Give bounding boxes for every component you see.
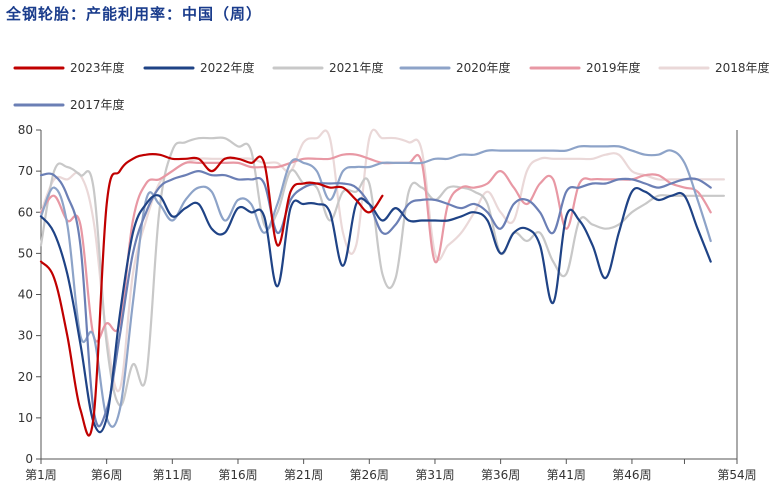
x-tick-label: 第1周 (25, 468, 57, 482)
legend-label-2017: 2017年度 (70, 97, 125, 112)
series-lines (39, 128, 725, 437)
y-tick-label: 0 (25, 452, 33, 466)
x-tick-label: 第6周 (91, 468, 123, 482)
legend-label-2020: 2020年度 (456, 60, 511, 75)
y-tick-label: 70 (18, 164, 33, 178)
x-tick-label: 第41周 (547, 468, 586, 482)
y-tick-label: 80 (18, 123, 33, 137)
y-tick-label: 50 (18, 246, 33, 260)
y-tick-label: 30 (18, 329, 33, 343)
x-tick-label: 第11周 (153, 468, 192, 482)
x-tick-label: 第31周 (415, 468, 454, 482)
x-tick-label: 第54周 (717, 468, 756, 482)
legend-label-2023: 2023年度 (70, 60, 125, 75)
series-line-2018 (39, 128, 725, 393)
series-line-2023 (39, 153, 384, 437)
x-tick-label: 第16周 (218, 468, 257, 482)
chart-title: 全钢轮胎：产能利用率：中国（周） (6, 5, 263, 23)
legend-label-2022: 2022年度 (200, 60, 255, 75)
series-line-2019 (39, 153, 712, 343)
legend: 2023年度 2022年度 2021年度 2020年度 2019年度 2018年度 2017… (13, 60, 770, 112)
x-tick-label: 第21周 (284, 468, 323, 482)
y-tick-label: 20 (18, 370, 33, 384)
series-line-2020 (39, 144, 712, 428)
series-line-2022 (39, 186, 712, 434)
legend-label-2021: 2021年度 (329, 60, 384, 75)
series-line-2021 (39, 136, 725, 407)
y-tick-label: 40 (18, 288, 33, 302)
x-tick-label: 第46周 (612, 468, 651, 482)
x-tick-label: 第36周 (481, 468, 520, 482)
legend-label-2018: 2018年度 (715, 60, 770, 75)
legend-label-2019: 2019年度 (586, 60, 641, 75)
y-tick-label: 60 (18, 205, 33, 219)
x-tick-label: 第26周 (350, 468, 389, 482)
y-tick-label: 10 (18, 411, 33, 425)
axes: 0 10 20 30 40 50 60 70 80 第1周 第6周 第11周 第16周 第21周 第26周 第… (18, 123, 757, 482)
